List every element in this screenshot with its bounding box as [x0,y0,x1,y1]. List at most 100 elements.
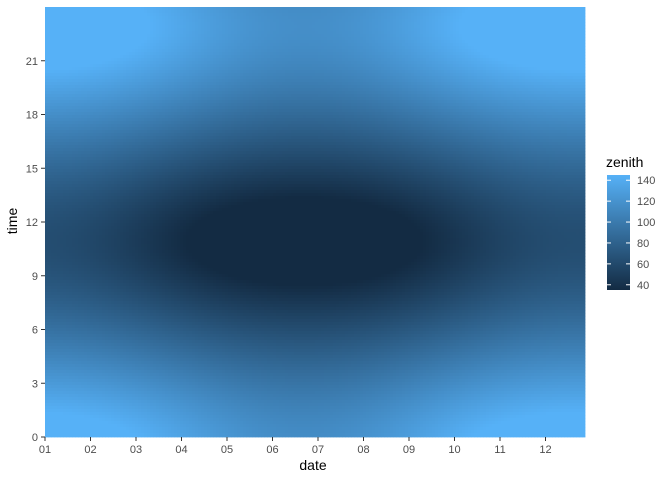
heatmap-cell [144,112,147,115]
heatmap-cell [144,322,147,325]
heatmap-cell [72,412,75,415]
heatmap-cell [72,217,75,220]
heatmap-cell [141,73,144,76]
heatmap-cell [120,418,123,421]
heatmap-cell [93,220,96,223]
heatmap-cell [123,436,126,437]
heatmap-cell [141,340,144,343]
heatmap-cell [123,325,126,328]
heatmap-cell [45,172,48,175]
heatmap-cell [78,157,81,160]
heatmap-cell [69,301,72,304]
heatmap-cell [99,52,102,55]
heatmap-cell [93,124,96,127]
heatmap-cell [69,322,72,325]
heatmap-cell [69,175,72,178]
heatmap-cell [57,352,60,355]
heatmap-cell [111,214,114,217]
heatmap-cell [117,427,120,430]
heatmap-cell [132,226,135,229]
heatmap-cell [69,421,72,424]
heatmap-cell [72,103,75,106]
heatmap-cell [48,85,51,88]
heatmap-cell [57,280,60,283]
heatmap-cell [78,295,81,298]
heatmap-cell [57,196,60,199]
heatmap-cell [96,391,99,394]
heatmap-cell [102,433,105,436]
heatmap-cell [51,328,54,331]
heatmap-cell [141,115,144,118]
heatmap-cell [114,22,117,25]
heatmap-cell [96,292,99,295]
heatmap-cell [66,175,69,178]
heatmap-cell [90,277,93,280]
heatmap-cell [132,304,135,307]
heatmap-cell [45,280,48,283]
heatmap-cell [105,262,108,265]
heatmap-cell [129,295,132,298]
heatmap-cell [108,133,111,136]
heatmap-cell [63,43,66,46]
heatmap-cell [147,151,150,154]
heatmap-cell [132,253,135,256]
heatmap-cell [144,82,147,85]
heatmap-cell [129,262,132,265]
heatmap-cell [84,106,87,109]
heatmap-cell [93,247,96,250]
heatmap-cell [51,271,54,274]
heatmap-cell [93,31,96,34]
heatmap-cell [126,400,129,403]
heatmap-cell [102,34,105,37]
heatmap-cell [138,337,141,340]
heatmap-cell [66,136,69,139]
heatmap-cell [60,325,63,328]
heatmap-cell [138,70,141,73]
heatmap-cell [60,376,63,379]
heatmap-cell [54,58,57,61]
heatmap-cell [120,73,123,76]
heatmap-cell [123,226,126,229]
heatmap-cell [90,46,93,49]
heatmap-cell [45,235,48,238]
heatmap-cell [60,202,63,205]
heatmap-cell [78,253,81,256]
heatmap-cell [129,115,132,118]
heatmap-cell [51,361,54,364]
heatmap-cell [63,100,66,103]
heatmap-cell [141,136,144,139]
heatmap-cell [81,337,84,340]
heatmap-cell [90,139,93,142]
heatmap-cell [69,424,72,427]
heatmap-cell [66,355,69,358]
heatmap-cell [132,328,135,331]
heatmap-cell [108,331,111,334]
heatmap-cell [132,352,135,355]
heatmap-cell [93,340,96,343]
heatmap-cell [126,403,129,406]
heatmap-cell [69,373,72,376]
heatmap-cell [108,7,111,10]
heatmap-cell [81,163,84,166]
heatmap-cell [75,139,78,142]
heatmap-cell [84,19,87,22]
heatmap-cell [120,370,123,373]
heatmap-cell [45,247,48,250]
heatmap-cell [84,301,87,304]
heatmap-cell [72,166,75,169]
heatmap-cell [69,247,72,250]
heatmap-cell [144,100,147,103]
heatmap-cell [126,55,129,58]
heatmap-cell [126,166,129,169]
heatmap-cell [51,118,54,121]
heatmap-cell [117,430,120,433]
heatmap-cell [75,211,78,214]
heatmap-cell [48,397,51,400]
heatmap-cell [111,49,114,52]
heatmap-cell [51,88,54,91]
heatmap-cell [45,346,48,349]
heatmap-cell [78,88,81,91]
heatmap-cell [138,166,141,169]
heatmap-cell [117,25,120,28]
heatmap-cell [111,319,114,322]
